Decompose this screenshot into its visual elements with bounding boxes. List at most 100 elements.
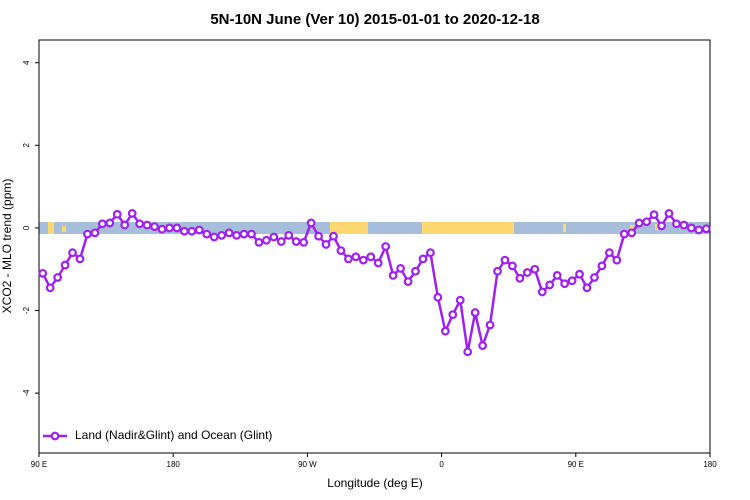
data-point [314, 231, 323, 241]
data-point [455, 295, 465, 305]
data-point [642, 217, 652, 227]
data-point [194, 225, 204, 235]
data-point [135, 219, 145, 229]
data-point [493, 266, 502, 276]
data-point [567, 276, 577, 286]
data-point [597, 261, 607, 271]
data-point [90, 228, 100, 238]
data-point [604, 248, 614, 258]
data-point [306, 218, 316, 228]
data-point [388, 271, 398, 280]
data-point [366, 252, 376, 262]
data-point [545, 280, 555, 290]
x-tick-label: 90 E [568, 460, 584, 469]
y-tick-label: 2 [22, 143, 31, 148]
data-point [478, 341, 488, 351]
data-point [142, 220, 152, 230]
data-point [686, 223, 696, 233]
data-point [157, 224, 167, 234]
data-point [299, 237, 309, 247]
data-point [329, 231, 338, 241]
data-point [619, 229, 629, 239]
data-point [120, 220, 130, 230]
data-point [522, 268, 532, 277]
data-point [649, 210, 659, 220]
data-point [433, 292, 443, 302]
data-point [463, 347, 473, 357]
data-point [38, 268, 48, 278]
data-point [344, 254, 353, 264]
legend-marker [50, 431, 60, 441]
data-point [560, 279, 570, 289]
data-point [60, 260, 70, 270]
data-point [552, 271, 562, 280]
data-point [209, 232, 219, 242]
y-tick-label: -2 [22, 306, 31, 314]
data-point [411, 266, 420, 276]
data-point [373, 258, 383, 268]
data-point [381, 242, 391, 251]
data-point [187, 226, 197, 236]
data-point [165, 223, 174, 233]
data-point [679, 220, 689, 230]
data-point [672, 219, 681, 229]
data-point [105, 218, 115, 228]
data-point [53, 273, 63, 282]
x-tick-label: 90 E [31, 460, 47, 469]
data-point [75, 254, 85, 264]
data-point [112, 209, 122, 219]
data-point [269, 232, 279, 242]
data-point [45, 283, 55, 293]
data-point [127, 209, 137, 218]
data-point [701, 224, 711, 234]
data-point [530, 264, 540, 274]
data-point [418, 254, 428, 264]
x-axis-label: Longitude (deg E) [327, 476, 422, 490]
data-point [500, 255, 510, 265]
data-point [224, 228, 234, 238]
data-point [284, 230, 294, 240]
data-point [83, 229, 92, 239]
data-point [217, 230, 227, 240]
data-point [261, 235, 271, 245]
chart-title: 5N-10N June (Ver 10) 2015-01-01 to 2020-… [210, 11, 539, 28]
data-point [470, 308, 480, 317]
data-point [336, 246, 346, 256]
data-point [537, 287, 547, 297]
y-tick-label: -4 [22, 389, 31, 397]
data-point [612, 255, 622, 265]
data-point [150, 222, 159, 232]
data-point [657, 221, 666, 231]
data-point [232, 230, 241, 240]
data-point [508, 261, 517, 271]
data-point [485, 320, 495, 330]
data-point [590, 273, 599, 282]
data-point [254, 237, 264, 247]
data-point [202, 229, 212, 239]
x-tick-label: 0 [439, 460, 444, 469]
data-point [627, 228, 637, 238]
data-point [515, 273, 525, 283]
data-point [97, 219, 107, 229]
data-point [291, 237, 301, 246]
data-point [694, 225, 704, 235]
y-tick-label: 0 [22, 225, 31, 230]
x-tick-label: 90 W [298, 460, 317, 469]
series-line [41, 211, 707, 353]
data-point [634, 218, 644, 228]
data-point [426, 248, 435, 258]
data-point [172, 223, 182, 233]
data-point [68, 248, 77, 258]
data-point [396, 263, 405, 273]
data-point [403, 277, 413, 287]
data-point [321, 240, 331, 249]
x-tick-label: 180 [703, 460, 717, 469]
data-point [448, 310, 458, 320]
data-point [351, 252, 361, 262]
legend-label: Land (Nadir&Glint) and Ocean (Glint) [75, 428, 272, 442]
data-point [276, 237, 286, 246]
y-tick-label: 4 [22, 60, 31, 65]
data-point [440, 326, 450, 336]
plot-frame [38, 39, 711, 454]
